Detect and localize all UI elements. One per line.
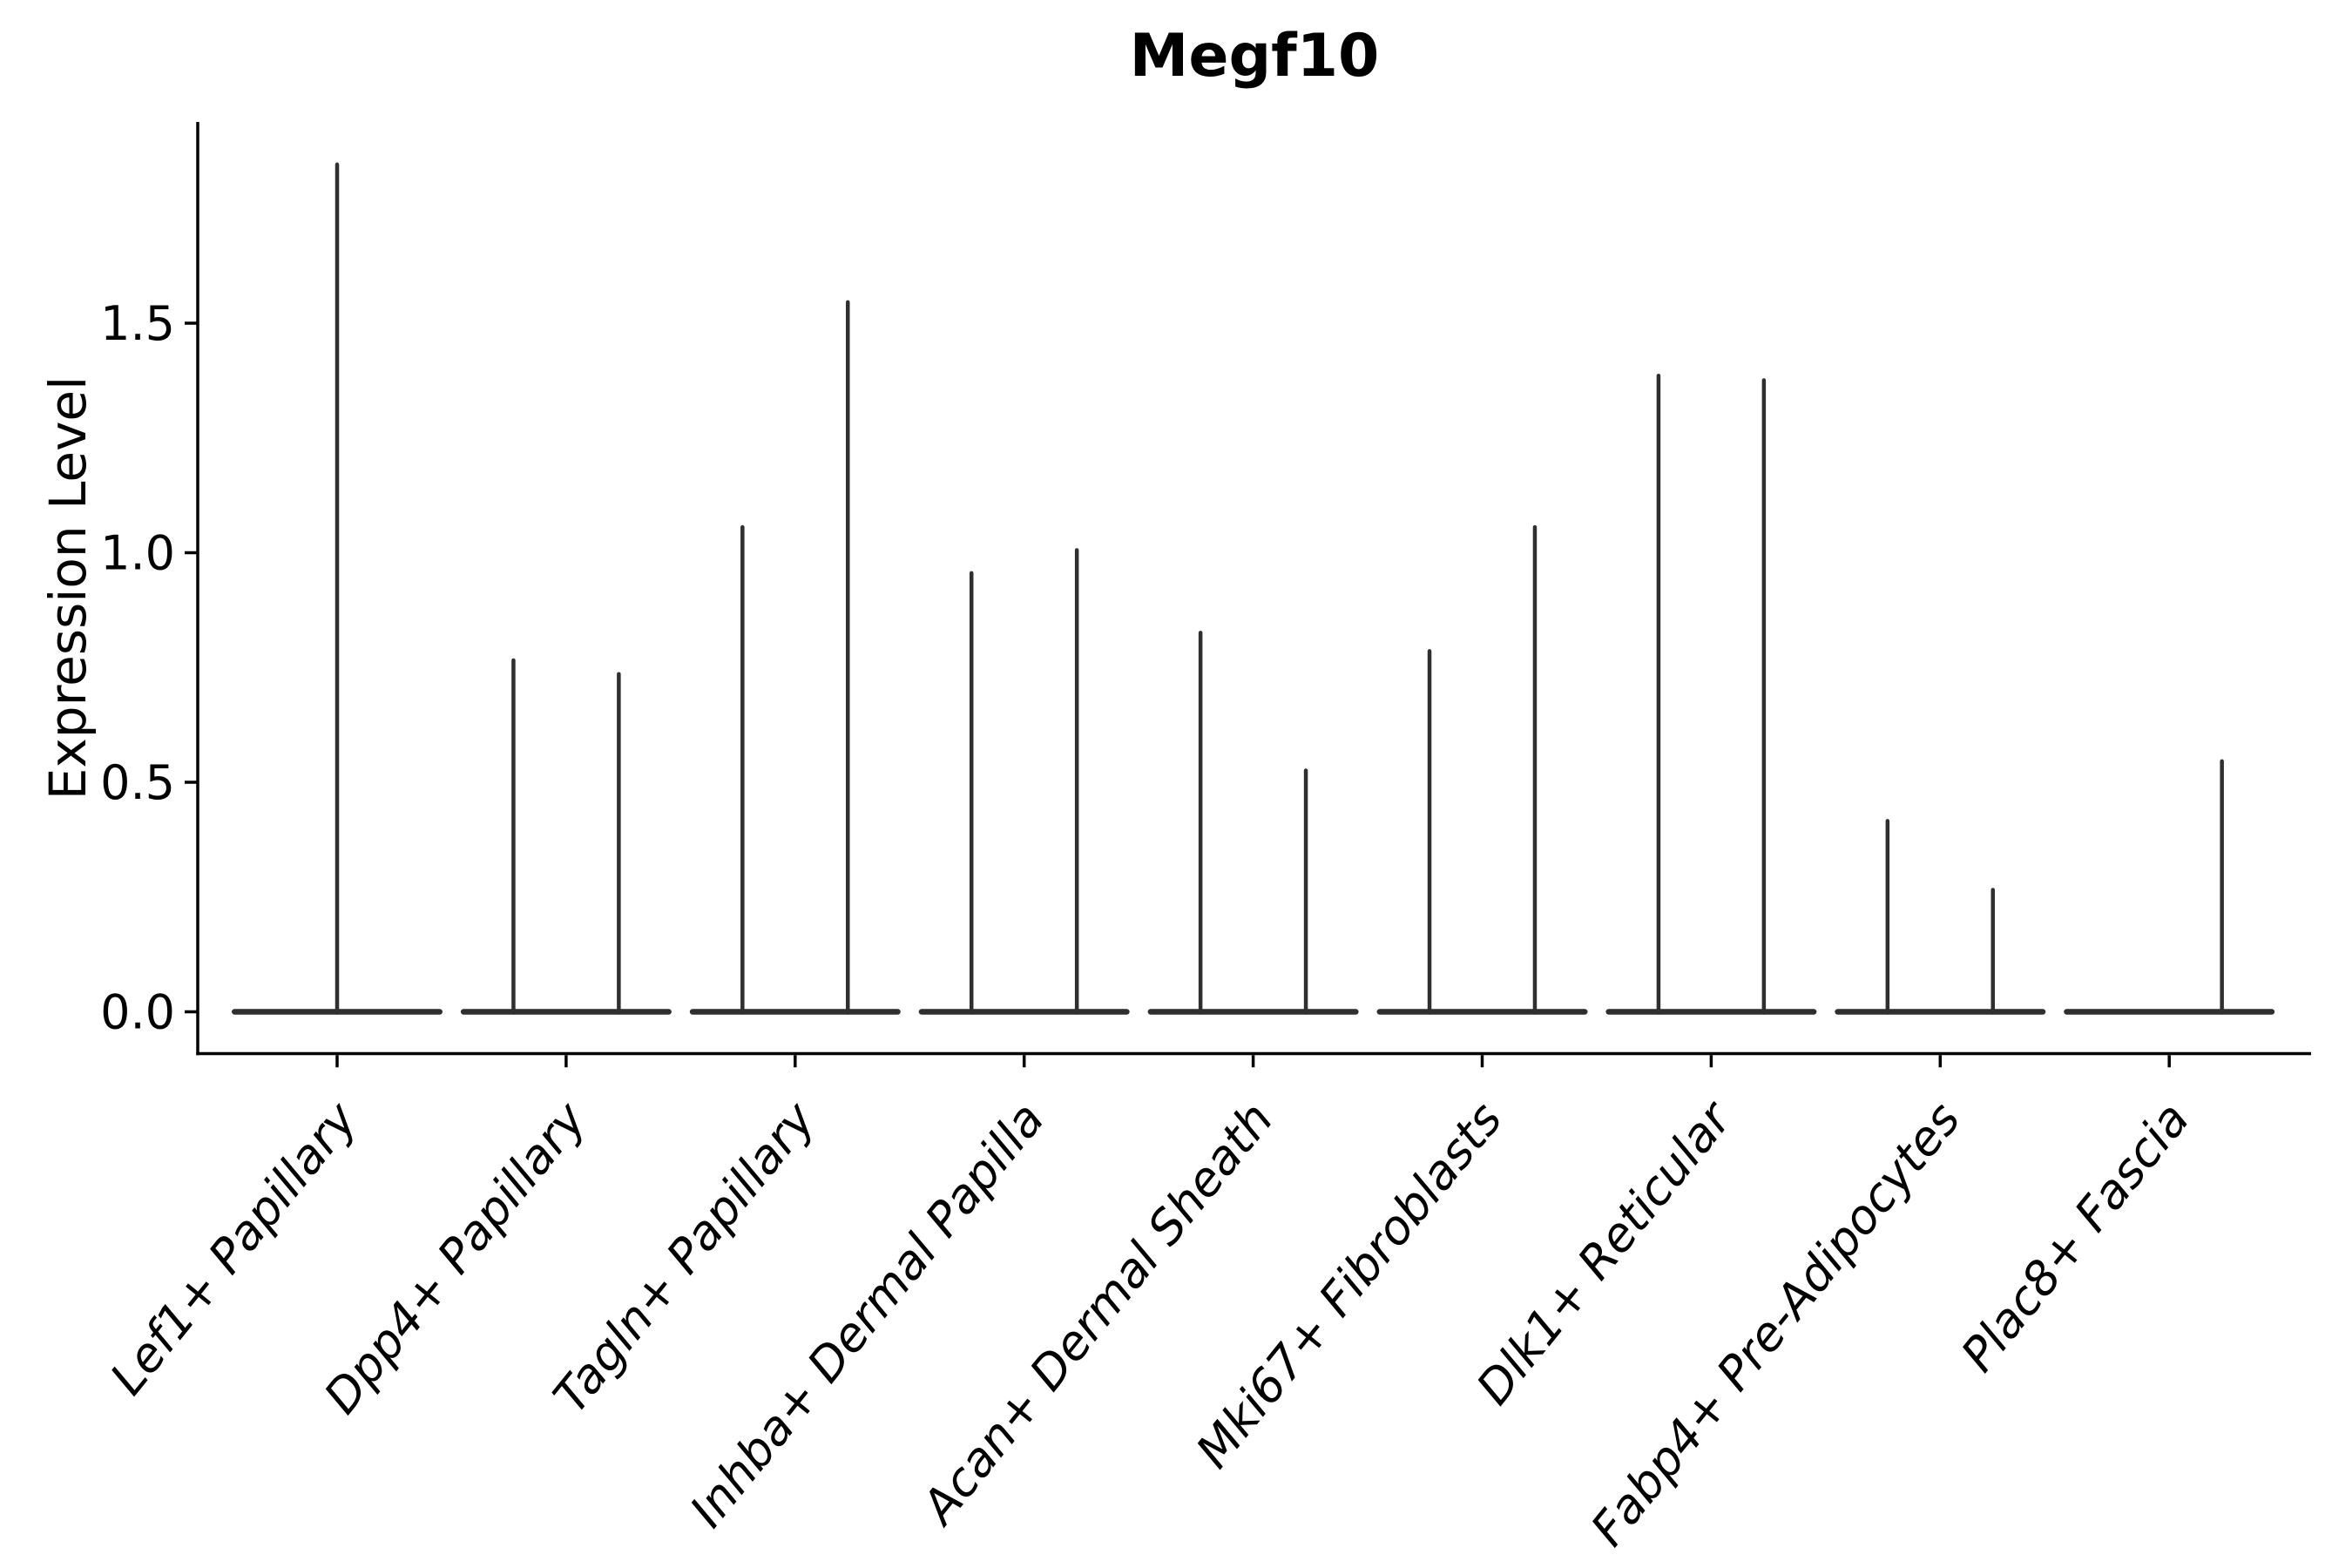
y-tick-label: 0.5 — [100, 755, 175, 810]
violin-baseline — [1835, 1009, 2046, 1015]
violin-spike — [1532, 524, 1538, 1015]
x-tick-label: Lef1+ Papillary — [99, 1092, 368, 1405]
violin-spike — [740, 524, 745, 1015]
violin-baseline — [1376, 1009, 1588, 1015]
violin-spike — [1198, 631, 1203, 1015]
violin-spike — [1303, 768, 1308, 1015]
violin-spike — [969, 571, 974, 1015]
y-tick-label: 1.0 — [100, 526, 175, 581]
violin-spike — [335, 162, 340, 1015]
violin-spike — [1761, 378, 1767, 1015]
violin-baseline — [918, 1009, 1130, 1015]
chart-title: Megf10 — [1129, 22, 1380, 91]
y-tick-label: 0.0 — [100, 985, 175, 1040]
violin-spike — [1990, 888, 1996, 1015]
violin-baseline — [1147, 1009, 1359, 1015]
violin-spike — [846, 300, 850, 1015]
violin-spike — [1074, 548, 1079, 1015]
violin-baseline — [2064, 1009, 2275, 1015]
violin-spike — [511, 658, 516, 1015]
violin-baseline — [460, 1009, 672, 1015]
violin-spike — [1427, 649, 1432, 1015]
violin-spike — [1885, 819, 1890, 1015]
x-tick-label: Fabp4+ Pre-Adipocytes — [1580, 1092, 1970, 1557]
violin-spike — [2220, 759, 2224, 1015]
violin-baseline — [689, 1009, 901, 1015]
violin-spike — [617, 672, 621, 1015]
violin-baseline — [1605, 1009, 1817, 1015]
x-tick-label: Dlk1+ Reticular — [1466, 1090, 1744, 1415]
y-tick-label: 1.5 — [100, 296, 175, 351]
x-tick-label: Plac8+ Fascia — [1950, 1092, 2200, 1382]
violin-spike — [1656, 373, 1661, 1015]
